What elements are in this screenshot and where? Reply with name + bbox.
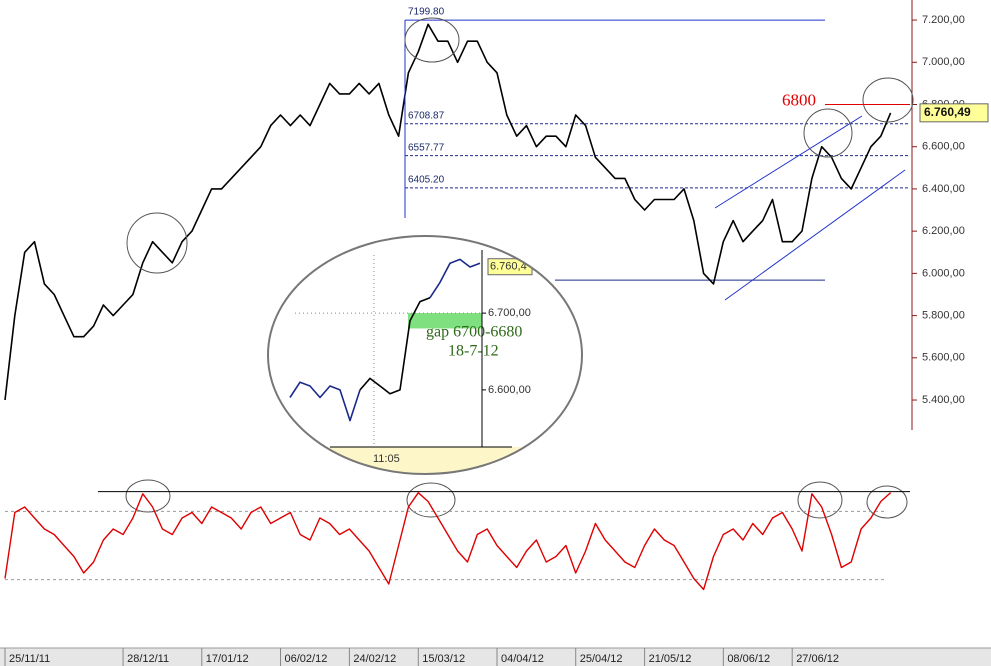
x-tick-label: 06/02/12 — [285, 653, 328, 665]
inset-last-label: 6.760,4 — [490, 261, 527, 273]
x-axis-labels: 25/11/11 28/12/11 17/01/12 06/02/12 24/02/12… — [4, 648, 839, 666]
series-line — [4, 492, 892, 591]
series-line — [4, 23, 892, 401]
fib-label: 7199.80 — [408, 7, 445, 18]
fib-label: 6405.20 — [408, 174, 445, 185]
price-panel: 5.400,00 5.600,00 5.800,00 6.000,00 6.200,00… — [4, 7, 989, 406]
circle — [125, 479, 171, 513]
y-tick-label: 5.800,00 — [922, 309, 965, 321]
x-tick-label: 15/03/12 — [422, 653, 465, 665]
oscillator-panel — [4, 491, 910, 591]
gap-label: gap 6700-6680 — [426, 324, 522, 341]
circle — [797, 481, 843, 519]
inset-x-tick-label: 11:05 — [373, 453, 400, 465]
y-tick-label: 6.600,00 — [922, 141, 965, 153]
x-tick-label: 27/06/12 — [796, 653, 839, 665]
inset-background — [268, 236, 582, 474]
fib-label: 6708.87 — [408, 110, 445, 121]
fib-label: 6557.77 — [408, 142, 445, 153]
gap-date: 18-7-12 — [448, 343, 499, 360]
gap-band — [408, 313, 482, 329]
circle — [406, 482, 456, 518]
circle — [862, 77, 914, 123]
inset-y-tick-label: 6.700,00 — [488, 307, 531, 319]
x-tick-label: 25/11/11 — [9, 653, 50, 665]
x-tick-label: 25/04/12 — [580, 653, 623, 665]
highlight-circles — [125, 17, 914, 519]
y-tick-label: 5.400,00 — [922, 394, 965, 406]
y-tick-label: 7.200,00 — [922, 14, 965, 26]
inset-panel: 6.600,00 6.700,00 11:05 6.760,4 gap 6700-668… — [289, 258, 533, 465]
circle — [866, 485, 908, 519]
x-tick-label: 17/01/12 — [206, 653, 249, 665]
y-tick-label: 6.200,00 — [922, 225, 965, 237]
channel-upper — [714, 115, 863, 209]
y-tick-label: 6.400,00 — [922, 183, 965, 195]
x-tick-label: 24/02/12 — [353, 653, 396, 665]
y-tick-label: 7.000,00 — [922, 56, 965, 68]
circle — [803, 108, 853, 158]
y-tick-label: 6.000,00 — [922, 267, 965, 279]
x-tick-label: 28/12/11 — [127, 653, 169, 665]
inset-circle — [267, 235, 583, 475]
y-tick-label: 5.600,00 — [922, 352, 965, 364]
inset-y-tick-label: 6.600,00 — [488, 384, 531, 396]
channel-lower — [724, 169, 906, 301]
last-price-box — [919, 103, 989, 123]
x-tick-label: 21/05/12 — [649, 653, 692, 665]
target-label: 6800 — [782, 90, 816, 109]
circle — [126, 212, 188, 274]
last-price-label: 6.760,49 — [924, 105, 971, 119]
series-line — [289, 258, 481, 422]
series-line — [359, 296, 431, 395]
circle — [404, 17, 460, 63]
x-tick-label: 08/06/12 — [727, 653, 770, 665]
x-axis-band — [0, 648, 991, 666]
x-tick-label: 04/04/12 — [501, 653, 544, 665]
